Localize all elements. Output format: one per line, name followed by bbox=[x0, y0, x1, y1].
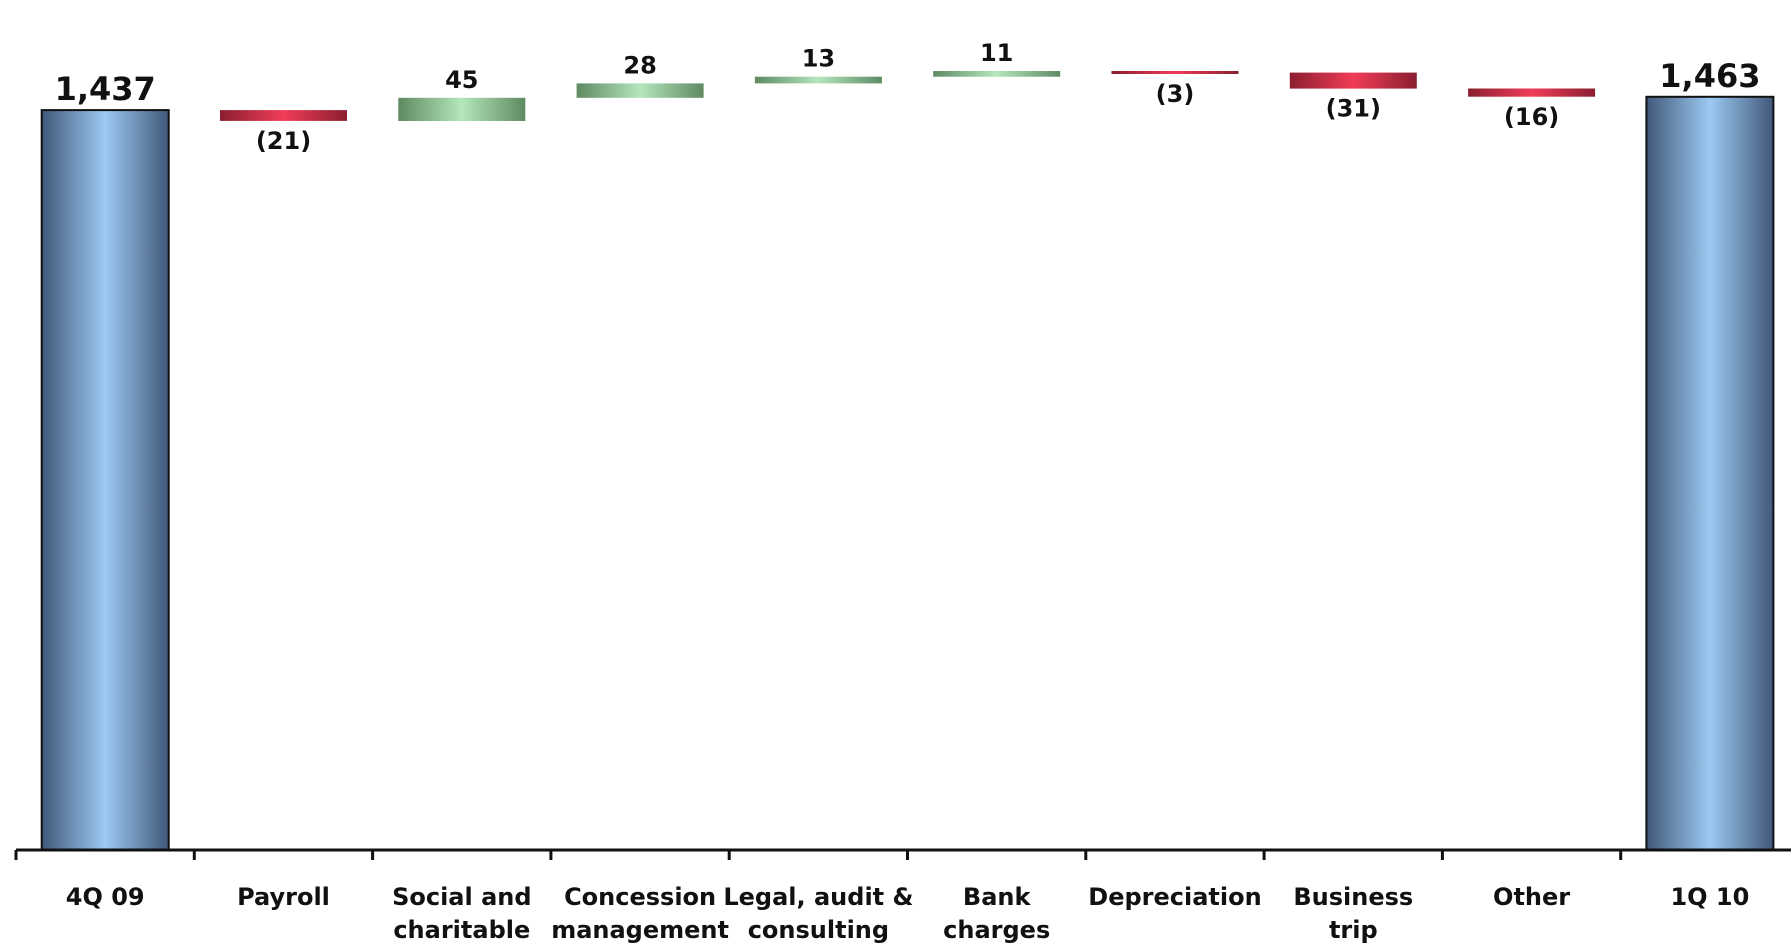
bar-other bbox=[1468, 88, 1596, 97]
bar-payroll bbox=[220, 110, 347, 121]
bar-4q-09 bbox=[40, 109, 170, 852]
bar-legal-audit-and-consulting bbox=[754, 76, 882, 84]
value-label-legal-audit-and-consulting: 13 bbox=[802, 45, 835, 73]
value-label-business-trip: (31) bbox=[1326, 95, 1381, 123]
category-label-other: Other bbox=[1493, 883, 1570, 911]
value-labels-layer: 1,437 (21) 45 28 13 11 (3) (31) (16) 1,463 bbox=[55, 39, 1761, 155]
category-label-legal-audit-and-consulting: Legal, audit & consulting bbox=[723, 883, 913, 944]
category-label-business-trip: Business trip bbox=[1293, 883, 1413, 944]
value-label-concession-management: 28 bbox=[623, 51, 656, 79]
x-axis bbox=[14, 848, 1791, 860]
value-label-4q-09: 1,437 bbox=[55, 70, 156, 108]
bar-depreciation bbox=[1111, 71, 1239, 74]
category-labels-layer: 4Q 09 Payroll Social and charitable Concessi… bbox=[66, 883, 1750, 944]
bars-layer bbox=[40, 71, 1775, 852]
category-label-social-and-charitable: Social and charitable bbox=[392, 883, 531, 944]
bar-concession-management bbox=[576, 83, 704, 98]
category-label-1q-10: 1Q 10 bbox=[1670, 883, 1749, 911]
value-label-other: (16) bbox=[1504, 103, 1559, 131]
value-label-depreciation: (3) bbox=[1156, 80, 1195, 108]
bar-business-trip bbox=[1289, 72, 1417, 89]
category-label-4q-09: 4Q 09 bbox=[66, 883, 145, 911]
bar-1q-10 bbox=[1645, 95, 1775, 852]
value-label-social-and-charitable: 45 bbox=[445, 66, 478, 94]
bar-bank-charges bbox=[933, 71, 1061, 77]
value-label-payroll: (21) bbox=[256, 127, 311, 155]
category-label-depreciation: Depreciation bbox=[1088, 883, 1261, 911]
bar-social-and-charitable bbox=[398, 97, 526, 121]
category-label-concession-management: Concession management bbox=[551, 883, 729, 944]
category-label-payroll: Payroll bbox=[237, 883, 330, 911]
category-label-bank-charges: Bank charges bbox=[943, 883, 1050, 944]
value-label-1q-10: 1,463 bbox=[1659, 57, 1760, 95]
value-label-bank-charges: 11 bbox=[980, 39, 1013, 67]
